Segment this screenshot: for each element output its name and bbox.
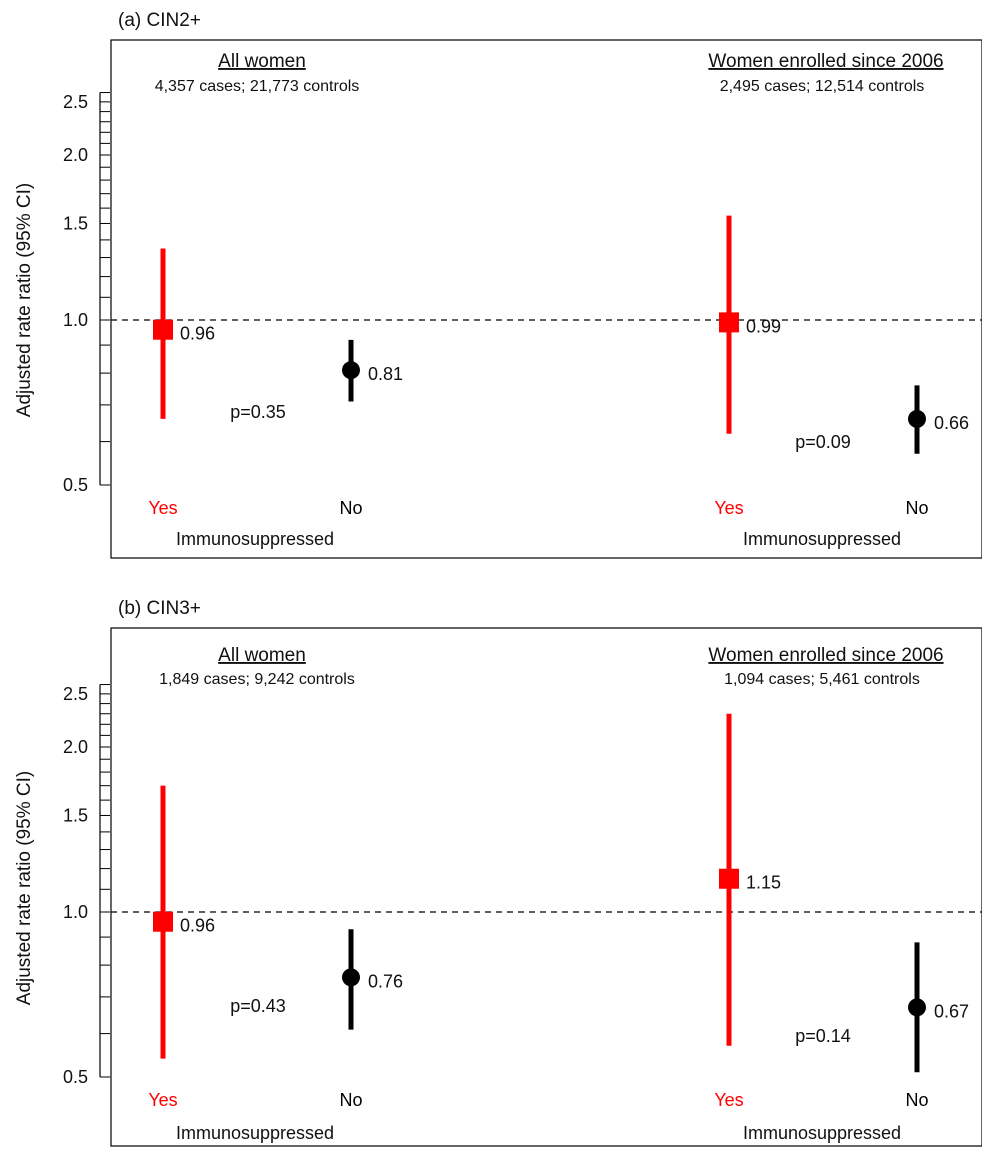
estimate-label-no: 0.76	[368, 971, 403, 991]
estimate-label-no: 0.66	[934, 413, 969, 433]
panel-a-ylabel: Adjusted rate ratio (95% CI)	[14, 183, 35, 417]
estimate-label-yes: 0.99	[746, 316, 781, 336]
panel-b-y-axis: 0.5 1.0 1.5 2.0 2.5	[63, 684, 110, 1087]
panel-b-group-all-women: All women 1,849 cases; 9,242 controls p=…	[148, 645, 403, 1143]
estimate-marker-yes	[719, 312, 739, 333]
x-category-yes: Yes	[714, 1090, 743, 1110]
panel-a-group-enrolled-since-2006: Women enrolled since 2006 2,495 cases; 1…	[708, 51, 969, 549]
estimate-marker-yes	[719, 868, 739, 889]
estimate-yes: 0.99 Yes	[714, 215, 781, 518]
p-value: p=0.43	[230, 996, 286, 1016]
estimate-marker-yes	[153, 319, 173, 340]
group-title: Women enrolled since 2006	[708, 51, 943, 72]
y-tick-label: 2.5	[63, 684, 88, 704]
y-tick-label: 1.0	[63, 310, 88, 330]
estimate-yes: 0.96 Yes	[148, 248, 215, 518]
y-tick-label: 1.5	[63, 213, 88, 233]
estimate-yes: 0.96 Yes	[148, 785, 215, 1110]
estimate-no: 0.76 No	[339, 929, 403, 1110]
panel-b-frame	[110, 627, 982, 1147]
estimate-label-yes: 0.96	[180, 324, 215, 344]
group-counts: 1,094 cases; 5,461 controls	[724, 671, 920, 688]
panel-b: (b) CIN3+ Adjusted rate ratio (95% CI) 0…	[14, 598, 982, 1147]
panel-a: (a) CIN2+ Adjusted rate ratio (95% CI) 0…	[14, 10, 982, 559]
panel-b-group-enrolled-since-2006: Women enrolled since 2006 1,094 cases; 5…	[708, 645, 969, 1143]
x-category-yes: Yes	[148, 498, 177, 518]
y-tick-label: 2.0	[63, 737, 88, 757]
estimate-no: 0.67 No	[905, 942, 969, 1110]
y-tick-label: 1.0	[63, 902, 88, 922]
x-category-no: No	[905, 1090, 928, 1110]
group-counts: 1,849 cases; 9,242 controls	[159, 671, 355, 688]
estimate-yes: 1.15 Yes	[714, 713, 781, 1110]
panel-a-y-axis: 0.5 1.0 1.5 2.0 2.5	[63, 92, 110, 495]
panel-b-ylabel: Adjusted rate ratio (95% CI)	[14, 771, 35, 1005]
estimate-label-yes: 0.96	[180, 916, 215, 936]
estimate-no: 0.66 No	[905, 385, 969, 518]
x-category-no: No	[339, 498, 362, 518]
estimate-marker-no	[342, 361, 360, 380]
x-category-yes: Yes	[148, 1090, 177, 1110]
panel-a-frame	[110, 39, 982, 559]
p-value: p=0.09	[795, 432, 851, 452]
x-axis-title: Immunosuppressed	[743, 1123, 901, 1143]
estimate-no: 0.81 No	[339, 339, 403, 518]
estimate-label-yes: 1.15	[746, 873, 781, 893]
x-category-no: No	[339, 1090, 362, 1110]
panel-b-label: (b) CIN3+	[118, 598, 201, 619]
estimate-marker-yes	[153, 911, 173, 932]
group-title: Women enrolled since 2006	[708, 645, 943, 666]
panel-a-label: (a) CIN2+	[118, 10, 201, 31]
estimate-marker-no	[342, 968, 360, 987]
group-title: All women	[218, 51, 306, 72]
group-title: All women	[218, 645, 306, 666]
estimate-marker-no	[908, 998, 926, 1017]
x-axis-title: Immunosuppressed	[743, 529, 901, 549]
x-category-yes: Yes	[714, 498, 743, 518]
group-counts: 4,357 cases; 21,773 controls	[155, 78, 360, 95]
y-tick-label: 0.5	[63, 1067, 88, 1087]
group-counts: 2,495 cases; 12,514 controls	[720, 78, 925, 95]
x-axis-title: Immunosuppressed	[176, 529, 334, 549]
y-tick-label: 2.5	[63, 92, 88, 112]
estimate-label-no: 0.81	[368, 364, 403, 384]
y-tick-label: 2.0	[63, 145, 88, 165]
x-axis-title: Immunosuppressed	[176, 1123, 334, 1143]
estimate-label-no: 0.67	[934, 1001, 969, 1021]
p-value: p=0.35	[230, 402, 286, 422]
estimate-marker-no	[908, 409, 926, 428]
panel-a-group-all-women: All women 4,357 cases; 21,773 controls p…	[148, 51, 403, 549]
y-tick-label: 0.5	[63, 475, 88, 495]
x-category-no: No	[905, 498, 928, 518]
p-value: p=0.14	[795, 1026, 851, 1046]
y-tick-label: 1.5	[63, 805, 88, 825]
